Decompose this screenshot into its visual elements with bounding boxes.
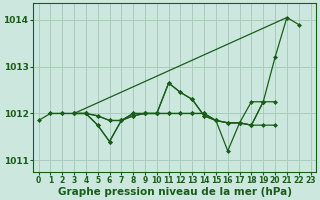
X-axis label: Graphe pression niveau de la mer (hPa): Graphe pression niveau de la mer (hPa) xyxy=(58,187,292,197)
